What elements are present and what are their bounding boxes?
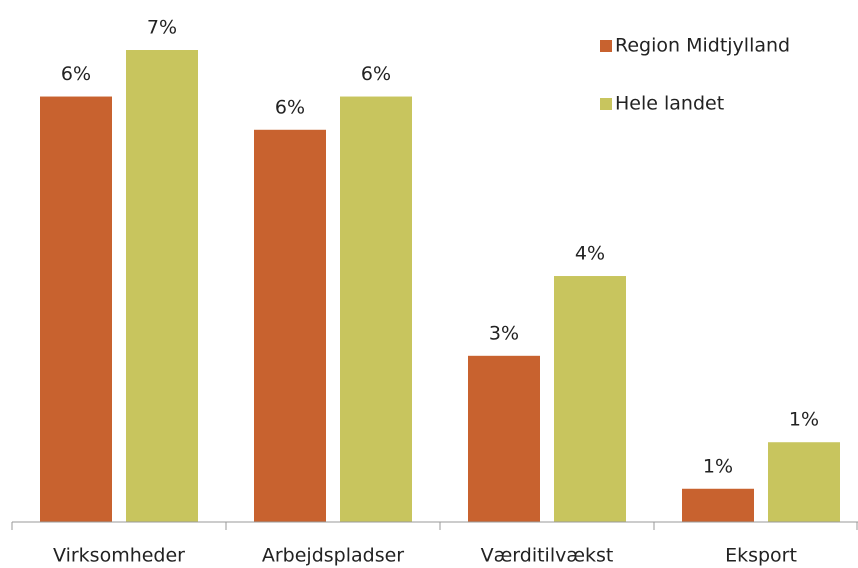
value-label: 1% — [703, 455, 733, 477]
legend-swatch — [600, 98, 612, 110]
bar — [340, 96, 412, 522]
legend-swatch — [600, 40, 612, 52]
x-tick-label: Værditilvækst — [481, 545, 614, 567]
x-tick-label: Virksomheder — [53, 545, 185, 567]
bar — [682, 488, 754, 522]
bar — [768, 442, 840, 522]
value-label: 6% — [61, 63, 91, 85]
legend-label: Hele landet — [615, 93, 724, 115]
x-tick-label: Arbejdspladser — [262, 545, 404, 567]
legend-label: Region Midtjylland — [615, 35, 790, 57]
bar — [126, 50, 198, 522]
bar — [468, 355, 540, 522]
x-tick-label: Eksport — [725, 545, 797, 567]
value-label: 7% — [147, 17, 177, 39]
bar — [254, 129, 326, 522]
value-label: 3% — [489, 322, 519, 344]
value-label: 6% — [361, 63, 391, 85]
bar — [40, 96, 112, 522]
value-label: 6% — [275, 96, 305, 118]
value-label: 4% — [575, 243, 605, 265]
bar — [554, 276, 626, 522]
value-label: 1% — [789, 409, 819, 431]
